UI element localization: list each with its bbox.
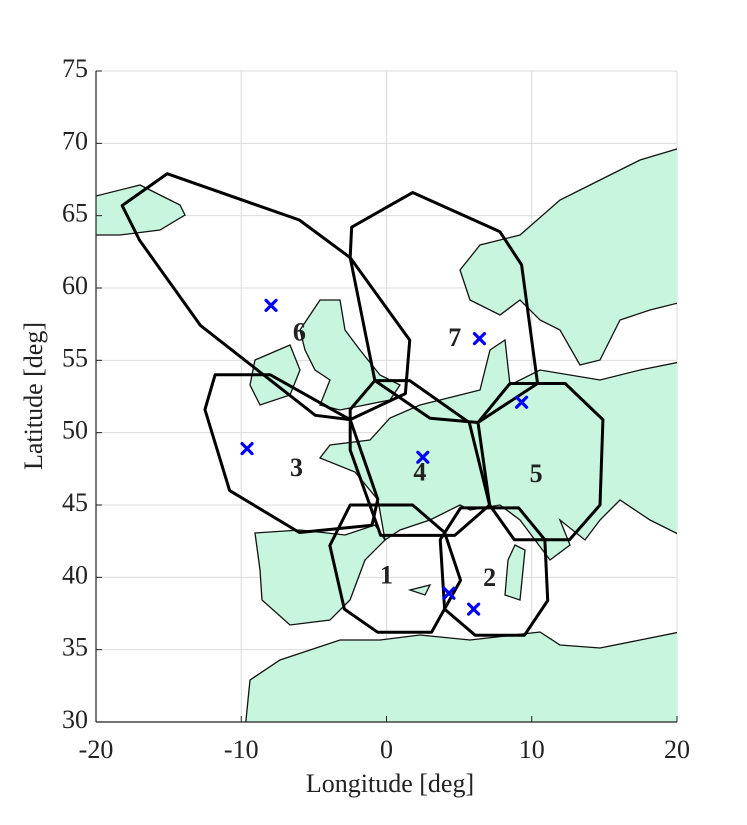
marker-cross [467, 602, 481, 616]
region-boundary [476, 381, 605, 542]
marker-cross [416, 450, 430, 464]
corsica-sardinia [504, 544, 526, 601]
y-tick-label: 40 [62, 560, 88, 589]
scandinavia [459, 148, 677, 366]
x-axis-label: Longitude [deg] [306, 769, 474, 798]
y-tick-label: 60 [62, 271, 88, 300]
x-tick-label: -20 [79, 735, 114, 764]
region-label: 2 [483, 563, 496, 592]
y-axis-label: Latitude [deg] [19, 322, 48, 470]
iberia [254, 524, 386, 626]
marker [416, 450, 430, 464]
region-boundary [120, 172, 412, 422]
x-tick-label: -10 [224, 735, 259, 764]
data: 1 2 3 4 5 6 7 [120, 172, 605, 637]
region-label: 5 [530, 459, 543, 488]
marker-cross [264, 298, 278, 312]
region-label: 1 [380, 560, 393, 589]
x-tick-label: 10 [519, 735, 545, 764]
marker [514, 395, 529, 409]
marker [442, 586, 456, 600]
marker [472, 332, 487, 346]
marker-cross [442, 586, 456, 600]
y-tick-label: 35 [62, 633, 88, 662]
y-tick-label: 75 [62, 54, 88, 83]
marker-cross [514, 395, 529, 409]
x-tick-label: 0 [380, 735, 393, 764]
region-boundary [328, 503, 463, 634]
region-label: 7 [448, 323, 461, 352]
y-tick-label: 55 [62, 343, 88, 372]
region-boundary [438, 506, 550, 637]
balearics [407, 584, 432, 596]
region-label: 4 [413, 458, 426, 487]
region-label: 3 [290, 453, 303, 482]
marker-cross [240, 441, 254, 456]
marker [467, 602, 481, 616]
region-boundary [348, 191, 540, 425]
region-boundary [203, 373, 380, 534]
marker [264, 298, 278, 312]
marker-cross [472, 332, 487, 346]
region-label: 6 [293, 317, 306, 346]
x-tick-label: 20 [664, 735, 690, 764]
y-tick-label: 65 [62, 199, 88, 228]
y-tick-label: 50 [62, 416, 88, 445]
y-tick-label: 30 [62, 705, 88, 734]
marker [240, 441, 254, 456]
y-tick-label: 45 [62, 488, 88, 517]
y-tick-label: 70 [62, 126, 88, 155]
region-boundary [348, 379, 492, 537]
